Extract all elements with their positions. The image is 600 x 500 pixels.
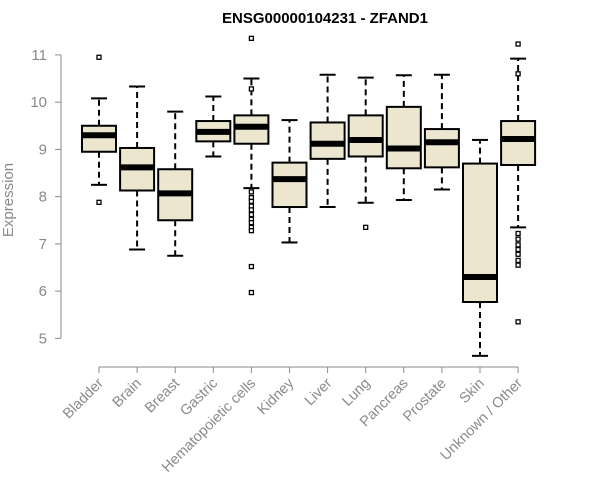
chart-title: ENSG00000104231 - ZFAND1 bbox=[222, 10, 428, 27]
box-group bbox=[423, 73, 460, 191]
outlier-point bbox=[515, 71, 521, 77]
x-tick-label: Kidney bbox=[255, 375, 298, 418]
outlier-point bbox=[248, 86, 255, 92]
outlier-point bbox=[515, 251, 521, 257]
outlier-point bbox=[248, 263, 255, 270]
box-iqr bbox=[423, 128, 460, 169]
outlier-point bbox=[248, 211, 255, 218]
x-tick-label: Lung bbox=[339, 376, 373, 410]
box-iqr bbox=[385, 105, 422, 170]
box-group bbox=[271, 119, 308, 244]
box-iqr bbox=[309, 121, 346, 160]
outlier-point bbox=[248, 289, 255, 296]
outlier-point bbox=[248, 35, 255, 42]
outlier-point bbox=[96, 199, 102, 205]
outlier-point bbox=[515, 262, 521, 268]
box-group bbox=[119, 85, 156, 251]
box-group bbox=[195, 95, 232, 158]
box-group bbox=[157, 110, 194, 257]
y-tick-label: 10 bbox=[30, 94, 47, 111]
x-tick-label: Liver bbox=[302, 375, 336, 409]
y-tick-label: 8 bbox=[39, 189, 47, 206]
outlier-point bbox=[515, 246, 521, 253]
box-iqr bbox=[462, 162, 498, 303]
box-group bbox=[309, 73, 346, 209]
y-tick-label: 7 bbox=[39, 236, 47, 253]
outlier-point bbox=[363, 224, 369, 230]
y-axis: 5 6 7 8 9 10 11 bbox=[30, 47, 62, 347]
box-iqr bbox=[500, 120, 537, 166]
box-group bbox=[81, 54, 117, 205]
outlier-point bbox=[515, 257, 521, 264]
x-tick-label: Breast bbox=[142, 376, 183, 417]
outlier-point bbox=[515, 41, 521, 47]
box-iqr bbox=[271, 161, 308, 209]
y-tick-label: 11 bbox=[31, 47, 47, 64]
box-group bbox=[385, 74, 422, 201]
box-iqr bbox=[81, 124, 117, 153]
outlier-point bbox=[248, 219, 255, 226]
outlier-point bbox=[248, 228, 255, 234]
outlier-point bbox=[515, 319, 521, 325]
x-tick-label: Brain bbox=[110, 376, 145, 411]
outlier-point bbox=[515, 236, 521, 242]
box-group bbox=[462, 138, 498, 357]
box-group bbox=[500, 41, 537, 325]
outlier-point bbox=[96, 54, 102, 60]
outlier-point bbox=[248, 207, 255, 213]
outlier-point bbox=[515, 230, 521, 237]
x-tick-label: Skin bbox=[457, 376, 488, 407]
x-tick-label: Bladder bbox=[60, 375, 107, 422]
box-iqr bbox=[347, 114, 384, 158]
y-tick-label: 9 bbox=[39, 141, 47, 158]
box-group bbox=[347, 76, 384, 230]
box-group bbox=[233, 35, 270, 296]
boxes-group bbox=[81, 35, 537, 357]
outlier-point bbox=[248, 198, 255, 205]
outlier-point bbox=[248, 189, 255, 195]
y-axis-label: Expression bbox=[0, 163, 17, 237]
outlier-point bbox=[515, 242, 521, 248]
y-tick-label: 5 bbox=[39, 330, 47, 347]
y-tick-label: 6 bbox=[39, 283, 47, 300]
